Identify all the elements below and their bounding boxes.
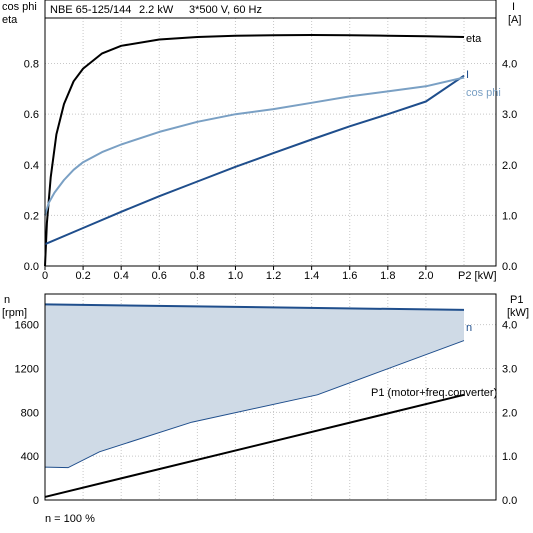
top-right-tick-label: 0.0 [502, 261, 517, 273]
bottom-right-tick-label: 4.0 [502, 320, 517, 332]
series-line-eta [44, 34, 465, 267]
bottom-left-tick-label: 800 [21, 407, 39, 419]
header-power: 2.2 kW [139, 4, 174, 16]
top-left-tick-label: 0.0 [24, 261, 39, 273]
series-line-i [44, 74, 465, 246]
top-left-tick-label: 0.8 [24, 59, 39, 71]
top-series [44, 34, 465, 267]
bottom-left-tick-label: 1200 [15, 364, 39, 376]
top-right-tick-label: 3.0 [502, 109, 517, 121]
top-left-axis-label-1: cos phi [2, 1, 37, 13]
top-right-axis-label-2: [A] [508, 14, 521, 26]
top-x-tick-label: 1.0 [228, 270, 243, 282]
top-grid [44, 18, 496, 270]
top-x-tick-label: 2.0 [418, 270, 433, 282]
bottom-right-tick-label: 0.0 [502, 495, 517, 507]
series-line-p1 [44, 393, 465, 498]
p1-series-label: P1 (motor+freq.converter) [371, 387, 497, 399]
bottom-right-tick-label: 2.0 [502, 407, 517, 419]
bottom-plot-frame [44, 293, 497, 501]
series-line-cos-phi [44, 76, 465, 216]
bottom-left-axis-label-1: n [4, 294, 10, 306]
top-x-tick-label: 0.8 [190, 270, 205, 282]
bottom-left-tick-label: 0 [33, 495, 39, 507]
top-right-tick-label: 4.0 [502, 59, 517, 71]
header-supply: 3*500 V, 60 Hz [189, 4, 262, 16]
top-x-tick-label: 1.8 [380, 270, 395, 282]
bottom-right-tick-label: 3.0 [502, 364, 517, 376]
current-series-label: I [466, 69, 469, 81]
top-right-tick-label: 1.0 [502, 210, 517, 222]
top-x-tick-label: 0.4 [114, 270, 129, 282]
top-left-tick-label: 0.2 [24, 210, 39, 222]
top-x-tick-label: 1.2 [266, 270, 281, 282]
top-x-tick-label: 1.4 [304, 270, 319, 282]
top-x-tick-label: 0.6 [152, 270, 167, 282]
series-line-n [44, 303, 465, 311]
bottom-left-tick-label: 1600 [15, 320, 39, 332]
top-left-tick-label: 0.4 [24, 160, 39, 172]
bottom-left-tick-label: 400 [21, 451, 39, 463]
bottom-right-axis-label-1: P1 [510, 294, 523, 306]
top-left-tick-label: 0.6 [24, 109, 39, 121]
top-tick-labels: 0.0 0.2 0.4 0.6 0.8 0.0 1.0 2.0 3.0 4.0 0 0.2 0.4 0.6… [24, 59, 518, 282]
series-line-n-lower [44, 340, 465, 469]
eta-series-label: eta [466, 33, 482, 45]
x-axis-label: P2 [kW] [458, 270, 497, 282]
top-right-axis-label-1: I [512, 1, 515, 13]
bottom-tick-labels: 0 400 800 1200 1600 0.0 1.0 2.0 3.0 4.0 [15, 320, 518, 507]
bottom-right-axis-label-2: [kW] [507, 307, 529, 319]
top-plot-frame [44, 17, 497, 267]
top-left-axis-label-2: eta [2, 14, 18, 26]
speed-operating-area [45, 304, 464, 468]
top-x-tick-label: 0.2 [75, 270, 90, 282]
footer-note: n = 100 % [45, 513, 95, 525]
top-right-tick-label: 2.0 [502, 160, 517, 172]
bottom-series [44, 303, 465, 498]
speed-series-label: n [466, 322, 472, 334]
bottom-left-axis-label-2: [rpm] [2, 307, 27, 319]
top-x-tick-label: 1.6 [342, 270, 357, 282]
header-pump: NBE 65-125/144 [50, 4, 131, 16]
bottom-right-tick-label: 1.0 [502, 451, 517, 463]
top-x-tick-label: 0 [42, 270, 48, 282]
cosphi-series-label: cos phi [466, 87, 501, 99]
